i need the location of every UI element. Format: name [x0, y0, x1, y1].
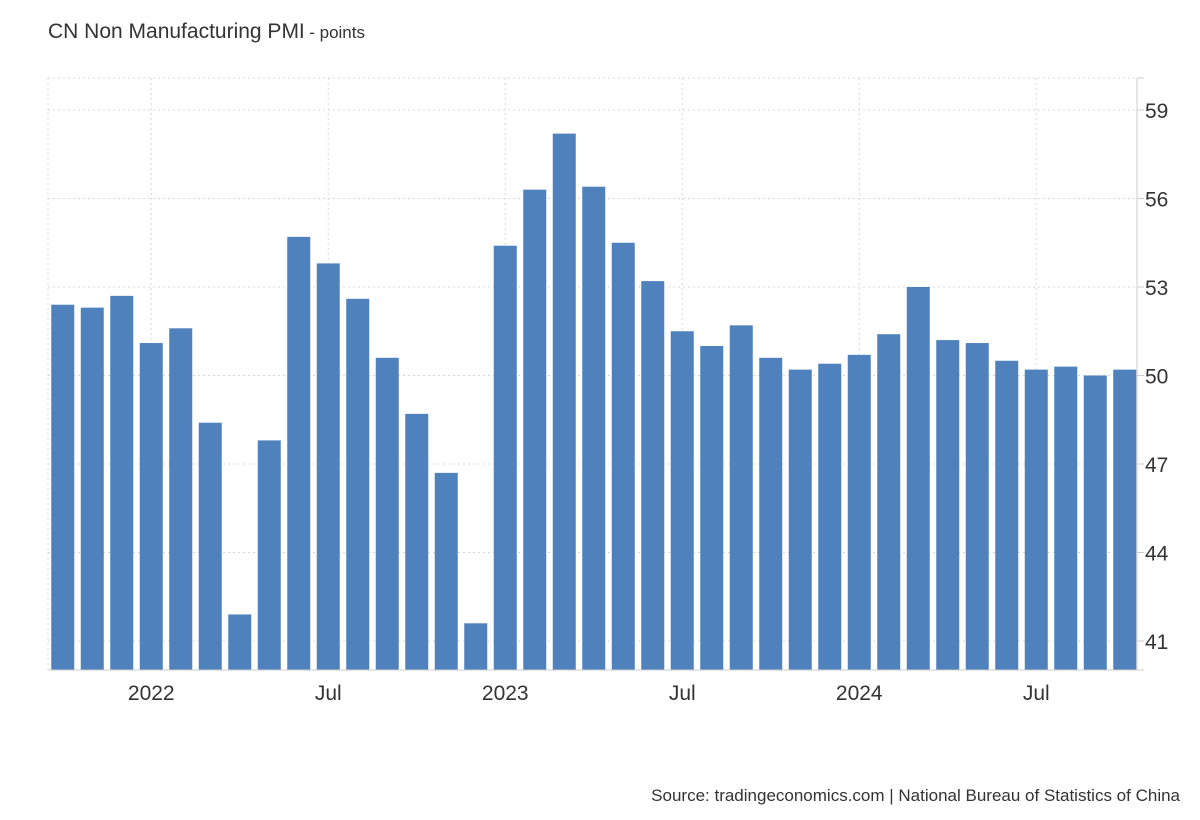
y-tick-label: 50 [1145, 366, 1168, 389]
x-tick-label: Jul [669, 682, 696, 705]
bar-2023-09[interactable]: 2023-09: 51.7 [729, 325, 753, 670]
y-tick-label: 56 [1145, 189, 1168, 212]
chart-title-block: CN Non Manufacturing PMI - points [48, 20, 365, 44]
bar-2023-07[interactable]: 2023-07: 51.5 [670, 331, 694, 670]
bar-2023-11[interactable]: 2023-11: 50.2 [788, 369, 812, 670]
x-tick-label: Jul [315, 682, 342, 705]
bar-2023-10[interactable]: 2023-10: 50.6 [759, 357, 783, 670]
bar-2022-04[interactable]: 2022-04: 41.9 [228, 614, 252, 670]
bar-2023-12[interactable]: 2023-12: 50.4 [818, 363, 842, 670]
bars: 2021-10: 52.42021-11: 52.32021-12: 52.72… [51, 133, 1137, 671]
bar-2022-06[interactable]: 2022-06: 54.7 [287, 236, 311, 670]
y-tick-label: 47 [1145, 454, 1168, 477]
chart-units: - points [309, 23, 365, 42]
bar-2022-03[interactable]: 2022-03: 48.4 [198, 422, 222, 670]
bar-2024-03[interactable]: 2024-03: 53 [906, 287, 930, 670]
bar-2024-02[interactable]: 2024-02: 51.4 [877, 334, 901, 670]
bar-2021-11[interactable]: 2021-11: 52.3 [80, 307, 104, 670]
axes [48, 77, 1144, 671]
x-tick-label: 2022 [128, 682, 175, 705]
bar-2024-10[interactable]: 2024-10: 50.2 [1113, 369, 1137, 670]
bar-2024-04[interactable]: 2024-04: 51.2 [936, 340, 960, 670]
bar-2023-08[interactable]: 2023-08: 51 [700, 346, 724, 670]
bar-2022-10[interactable]: 2022-10: 48.7 [405, 413, 429, 670]
bar-2023-02[interactable]: 2023-02: 56.3 [523, 189, 547, 670]
x-tick-label: 2024 [836, 682, 883, 705]
y-tick-label: 41 [1145, 631, 1168, 654]
x-tick-labels: 2022 Jul 2023 Jul 2024 Jul [128, 682, 1050, 705]
bar-2023-04[interactable]: 2023-04: 56.4 [582, 186, 606, 670]
bar-2024-09[interactable]: 2024-09: 50 [1083, 375, 1107, 671]
bar-chart: 2021-10: 52.42021-11: 52.32021-12: 52.72… [47, 77, 1169, 705]
bar-2022-09[interactable]: 2022-09: 50.6 [375, 357, 399, 670]
chart-title: CN Non Manufacturing PMI [48, 20, 305, 43]
bar-2022-01[interactable]: 2022-01: 51.1 [139, 343, 163, 670]
bar-2021-12[interactable]: 2021-12: 52.7 [110, 295, 134, 670]
y-tick-label: 53 [1145, 277, 1168, 300]
bar-2024-07[interactable]: 2024-07: 50.2 [1024, 369, 1048, 670]
bar-2021-10[interactable]: 2021-10: 52.4 [51, 304, 75, 670]
x-tick-label: Jul [1023, 682, 1050, 705]
bar-2024-01[interactable]: 2024-01: 50.7 [847, 354, 871, 670]
source-note: Source: tradingeconomics.com | National … [651, 786, 1180, 805]
bar-2022-02[interactable]: 2022-02: 51.6 [169, 328, 193, 670]
bar-2023-03[interactable]: 2023-03: 58.2 [552, 133, 576, 671]
bar-2022-11[interactable]: 2022-11: 46.7 [434, 472, 458, 670]
bar-2022-05[interactable]: 2022-05: 47.8 [257, 440, 281, 670]
bar-2024-06[interactable]: 2024-06: 50.5 [995, 360, 1019, 670]
bar-2024-05[interactable]: 2024-05: 51.1 [965, 343, 989, 670]
bar-2022-08[interactable]: 2022-08: 52.6 [346, 298, 370, 670]
bar-2023-05[interactable]: 2023-05: 54.5 [611, 242, 635, 670]
bar-2022-07[interactable]: 2022-07: 53.8 [316, 263, 340, 670]
y-tick-labels: 41 44 47 50 53 56 59 [1145, 100, 1169, 654]
bar-2023-01[interactable]: 2023-01: 54.4 [493, 245, 517, 670]
bar-2023-06[interactable]: 2023-06: 53.2 [641, 281, 665, 670]
x-tick-label: 2023 [482, 682, 529, 705]
y-tick-label: 59 [1145, 100, 1168, 123]
bar-2022-12[interactable]: 2022-12: 41.6 [464, 623, 488, 670]
bar-2024-08[interactable]: 2024-08: 50.3 [1054, 366, 1078, 670]
y-tick-label: 44 [1145, 543, 1169, 566]
